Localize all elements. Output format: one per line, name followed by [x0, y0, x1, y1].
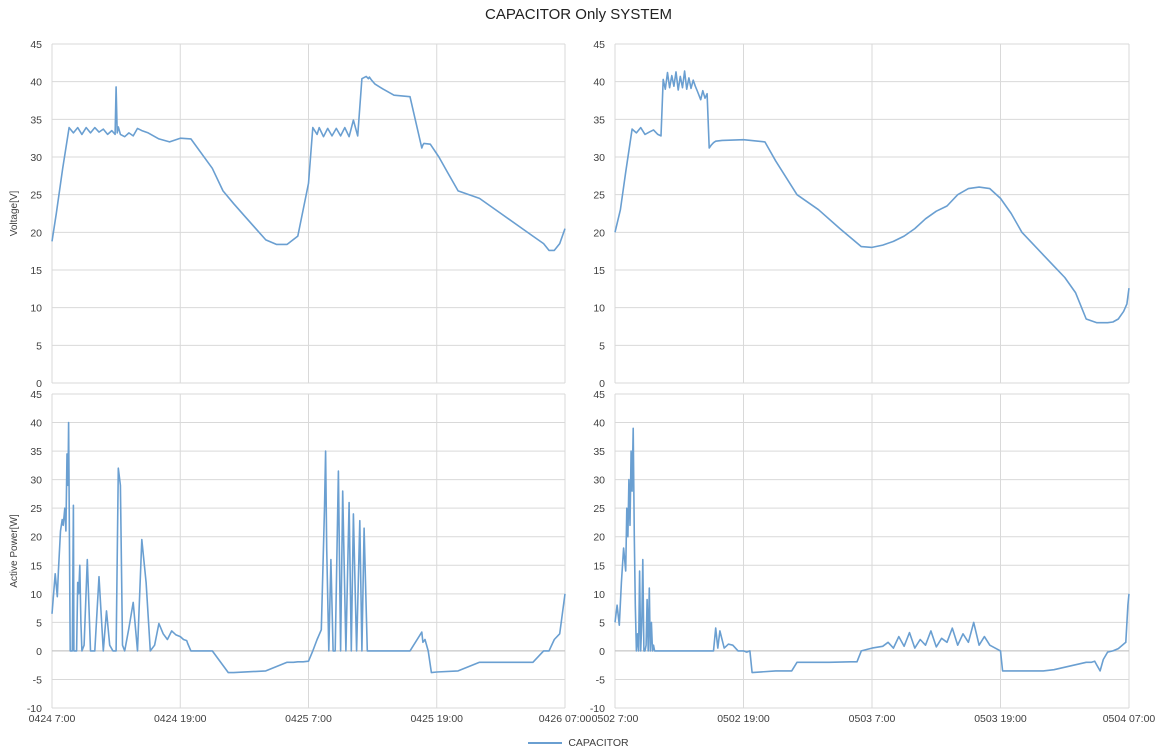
panel-bottom-right: -10 -5 0 5 10 15 20 25 30 35 40 45 0502 7:00 0502 19:…	[590, 389, 1156, 725]
y-tick-label: 20	[593, 227, 605, 239]
y-tick-label: 5	[599, 617, 605, 629]
series-line-capacitor	[614, 427, 1130, 674]
x-tick-label: 0503 7:00	[849, 713, 896, 725]
x-tick-label: 0425 19:00	[410, 713, 463, 725]
y-tick-label: 45	[593, 39, 605, 51]
y-tick-label: 15	[30, 560, 42, 572]
y-tick-label: 5	[36, 340, 42, 352]
x-tick-label: 0426 07:00	[539, 713, 592, 725]
series-line-capacitor	[614, 70, 1130, 324]
y-tick-label: 20	[593, 532, 605, 544]
legend: CAPACITOR	[0, 737, 1157, 749]
y-tick-label: -10	[27, 703, 42, 715]
panel-bottom-left: -10 -5 0 5 10 15 20 25 30 35 40 45 0424 7:00 0424 19:…	[9, 389, 591, 725]
y-tick-label: 30	[593, 152, 605, 164]
x-tick-label: 0424 19:00	[154, 713, 207, 725]
x-tick-label: 0425 7:00	[285, 713, 332, 725]
y-tick-label: 30	[30, 152, 42, 164]
y-tick-label: 5	[599, 340, 605, 352]
chart-title: CAPACITOR Only SYSTEM	[485, 6, 672, 23]
y-tick-label: 0	[599, 378, 605, 390]
y-tick-label: 10	[593, 589, 605, 601]
y-tick-label: 20	[30, 532, 42, 544]
y-tick-label: 35	[593, 446, 605, 458]
y-tick-label: 0	[36, 378, 42, 390]
y-tick-label: 0	[599, 646, 605, 658]
y-tick-label: 45	[30, 389, 42, 401]
x-tick-label: 0424 7:00	[29, 713, 76, 725]
panel-top-left: 0 5 10 15 20 25 30 35 40 45 Voltage[V]	[9, 39, 566, 390]
y-tick-label: 15	[593, 265, 605, 277]
y-tick-label: 0	[36, 646, 42, 658]
y-tick-label: 40	[593, 77, 605, 89]
y-tick-label: 45	[30, 39, 42, 51]
y-tick-label: 30	[30, 475, 42, 487]
legend-label: CAPACITOR	[568, 737, 629, 749]
y-tick-label: 35	[30, 446, 42, 458]
y-tick-label: 20	[30, 227, 42, 239]
y-tick-label: 25	[593, 190, 605, 202]
y-tick-label: -5	[596, 674, 605, 686]
series-line-capacitor	[51, 421, 566, 674]
y-tick-label: 25	[30, 503, 42, 515]
x-tick-label: 0502 19:00	[717, 713, 770, 725]
y-tick-label: 30	[593, 475, 605, 487]
y-axis-label: Voltage[V]	[9, 190, 20, 236]
y-tick-label: 15	[593, 560, 605, 572]
y-tick-label: 25	[593, 503, 605, 515]
legend-swatch	[528, 742, 563, 745]
x-tick-label: 0503 19:00	[974, 713, 1027, 725]
y-tick-label: 45	[593, 389, 605, 401]
y-tick-label: 25	[30, 190, 42, 202]
series-line-capacitor	[51, 75, 566, 252]
y-tick-label: 10	[30, 303, 42, 315]
y-tick-label: 15	[30, 265, 42, 277]
y-tick-label: 40	[30, 77, 42, 89]
panel-top-right: 0 5 10 15 20 25 30 35 40 45	[593, 39, 1130, 390]
y-tick-label: 40	[593, 418, 605, 430]
y-tick-label: -10	[590, 703, 605, 715]
y-tick-label: 10	[593, 303, 605, 315]
x-tick-label: 0504 07:00	[1103, 713, 1156, 725]
y-tick-label: 35	[30, 114, 42, 126]
y-axis-label: Active Power[W]	[9, 514, 20, 588]
y-tick-label: 35	[593, 114, 605, 126]
y-tick-label: -5	[33, 674, 42, 686]
x-tick-label: 0502 7:00	[592, 713, 639, 725]
y-tick-label: 40	[30, 418, 42, 430]
y-tick-label: 10	[30, 589, 42, 601]
y-tick-label: 5	[36, 617, 42, 629]
